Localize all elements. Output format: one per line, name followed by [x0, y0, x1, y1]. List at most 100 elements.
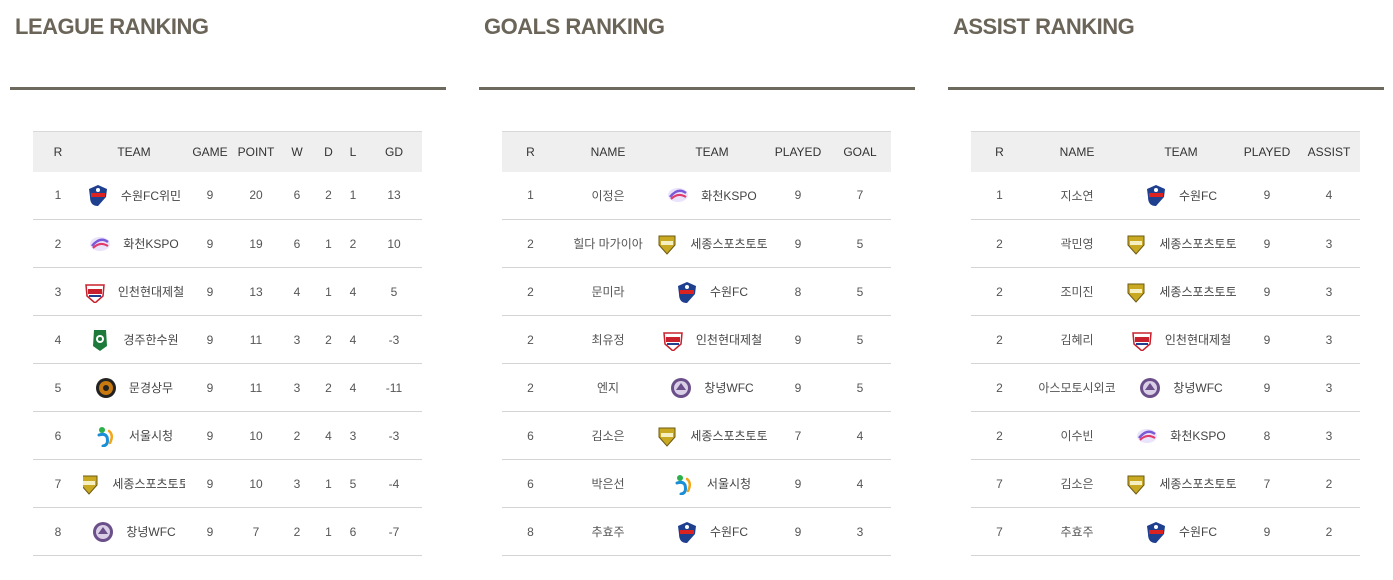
- table-row: 2 문미라 수원FC 8 5: [502, 268, 891, 316]
- team-cell: 수원FC위민: [83, 172, 185, 220]
- column-header-gd: GD: [366, 131, 422, 172]
- team-cell: 세종스포츠토토: [83, 460, 185, 508]
- assist-ranking-title: ASSIST RANKING: [953, 14, 1135, 39]
- team-cell: 서울시청: [83, 412, 185, 460]
- team-cell: 세종스포츠토토: [657, 220, 767, 268]
- title-divider: [479, 87, 915, 90]
- goal-diff-cell: -11: [385, 380, 403, 395]
- player-name-cell: 김소은: [591, 429, 625, 443]
- assists-cell: 3: [1325, 428, 1333, 443]
- column-header-goal: GOAL: [829, 131, 891, 172]
- team-cell: 서울시청: [657, 460, 767, 508]
- column-header-w: W: [277, 131, 317, 172]
- seoul-logo-icon: [673, 473, 695, 495]
- player-name-cell: 이정은: [591, 188, 625, 203]
- team-name: 화천KSPO: [123, 237, 179, 251]
- goals-cell: 3: [856, 524, 864, 539]
- suwon-logo-icon: [676, 281, 698, 303]
- rank-cell: 6: [527, 428, 534, 443]
- losses-cell: 4: [349, 332, 357, 347]
- draws-cell: 4: [325, 428, 332, 443]
- points-cell: 11: [249, 332, 263, 347]
- player-name-cell: 추효주: [1060, 525, 1094, 539]
- table-row: 5 문경상무 9 11 3 2 4 -11: [33, 364, 422, 412]
- table-header-row: R NAME TEAM PLAYED ASSIST: [971, 131, 1360, 172]
- assists-cell: 3: [1325, 380, 1333, 395]
- assist-ranking-panel: ASSIST RANKING R NAME TEAM PLAYED ASSIST 1 지소…: [948, 0, 1384, 580]
- team-cell: 세종스포츠토토: [657, 412, 767, 460]
- team-cell: 인천현대제철: [657, 316, 767, 364]
- column-header-game: GAME: [185, 131, 235, 172]
- team-cell: 인천현대제철: [1126, 316, 1236, 364]
- played-cell: 9: [1263, 332, 1271, 347]
- team-name: 창녕WFC: [1173, 381, 1223, 395]
- wins-cell: 2: [293, 428, 301, 443]
- wins-cell: 2: [293, 524, 301, 539]
- rank-cell: 6: [54, 428, 62, 443]
- suwon-logo-icon: [1145, 184, 1167, 207]
- column-header-team: TEAM: [1126, 131, 1236, 172]
- incheon-logo-icon: [1131, 329, 1153, 352]
- column-header-team: TEAM: [657, 131, 767, 172]
- assists-cell: 4: [1325, 188, 1333, 203]
- goal-diff-cell: -3: [388, 428, 400, 443]
- assist-ranking-table: R NAME TEAM PLAYED ASSIST 1 지소연 수원FC 9 4 2 곽민영 세종스포…: [971, 131, 1360, 556]
- wins-cell: 3: [293, 332, 301, 347]
- table-row: 2 이수빈 화천KSPO 8 3: [971, 412, 1360, 460]
- table-row: 2 곽민영 세종스포츠토토 9 3: [971, 220, 1360, 268]
- losses-cell: 4: [349, 380, 357, 395]
- team-cell: 창녕WFC: [657, 364, 767, 412]
- rank-cell: 2: [527, 236, 534, 251]
- team-name: 세종스포츠토토: [1159, 477, 1236, 491]
- column-header-l: L: [340, 131, 366, 172]
- team-cell: 문경상무: [83, 364, 185, 412]
- goals-cell: 7: [856, 188, 864, 203]
- suwon-logo-icon: [1145, 521, 1167, 543]
- played-cell: 8: [1263, 428, 1271, 443]
- assists-cell: 3: [1325, 284, 1333, 299]
- games-cell: 9: [206, 428, 214, 443]
- wins-cell: 3: [293, 380, 301, 395]
- player-name-cell: 곽민영: [1060, 237, 1094, 251]
- table-row: 1 이정은 화천KSPO 9 7: [502, 172, 891, 220]
- title-divider: [10, 87, 446, 90]
- rank-cell: 5: [54, 380, 62, 395]
- team-name: 인천현대제철: [1164, 333, 1232, 347]
- played-cell: 8: [794, 284, 802, 299]
- team-name: 화천KSPO: [1170, 429, 1226, 443]
- losses-cell: 4: [349, 284, 357, 299]
- team-name: 서울시청: [706, 477, 752, 491]
- player-name-cell: 지소연: [1060, 188, 1094, 203]
- played-cell: 9: [794, 476, 802, 491]
- played-cell: 9: [794, 188, 802, 203]
- team-cell: 화천KSPO: [83, 220, 185, 268]
- games-cell: 9: [206, 332, 214, 347]
- table-header-row: R NAME TEAM PLAYED GOAL: [502, 131, 891, 172]
- assists-cell: 3: [1325, 236, 1333, 251]
- incheon-logo-icon: [84, 281, 106, 304]
- losses-cell: 3: [349, 428, 357, 443]
- sejong-logo-icon: [657, 233, 678, 255]
- rank-cell: 8: [54, 524, 62, 539]
- played-cell: 9: [1263, 236, 1271, 251]
- points-cell: 20: [249, 188, 263, 203]
- table-row: 2 최유정 인천현대제철 9 5: [502, 316, 891, 364]
- mungyeong-logo-icon: [95, 377, 117, 399]
- player-name-cell: 최유정: [591, 333, 625, 347]
- team-name: 수원FC: [1178, 188, 1218, 203]
- table-row: 8 추효주 수원FC 9 3: [502, 508, 891, 556]
- goals-ranking-title: GOALS RANKING: [484, 14, 665, 39]
- player-name-cell: 엔지: [596, 381, 620, 395]
- column-header-assist: ASSIST: [1298, 131, 1360, 172]
- rank-cell: 7: [54, 476, 62, 491]
- team-name: 문경상무: [128, 381, 174, 395]
- assists-cell: 2: [1325, 524, 1333, 539]
- team-name: 세종스포츠토토: [1159, 237, 1236, 251]
- table-row: 2 엔지 창녕WFC 9 5: [502, 364, 891, 412]
- team-cell: 화천KSPO: [1126, 412, 1236, 460]
- player-name-cell: 아스모토시외코: [1038, 381, 1116, 395]
- table-row: 1 수원FC위민 9 20 6 2 1 13: [33, 172, 422, 220]
- team-cell: 창녕WFC: [1126, 364, 1236, 412]
- table-row: 6 박은선 서울시청 9 4: [502, 460, 891, 508]
- title-divider: [948, 87, 1384, 90]
